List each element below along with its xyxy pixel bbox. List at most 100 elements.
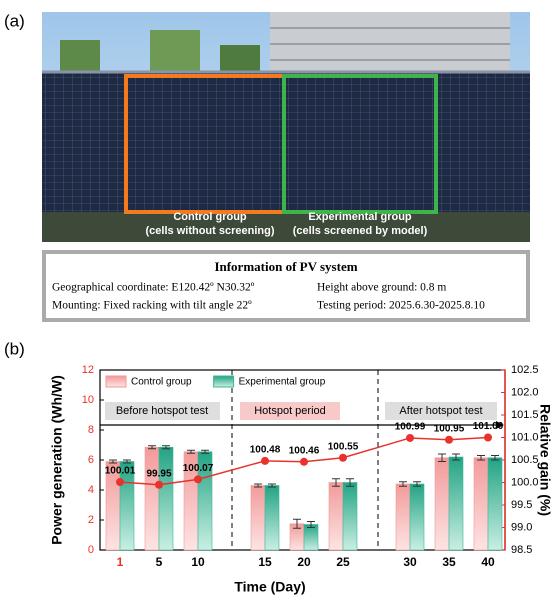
gain-point [406, 433, 414, 442]
data-label: 100.95 [434, 423, 465, 434]
bar [434, 457, 450, 551]
y-tick-label: 10 [82, 394, 94, 406]
y2-tick-label: 98.5 [511, 544, 532, 556]
gain-point [300, 457, 308, 466]
x-tick-label: 30 [403, 555, 417, 569]
gain-point [339, 453, 347, 462]
y-tick-label: 4 [88, 484, 94, 496]
error-bar [332, 478, 340, 487]
error-bar [438, 453, 446, 462]
data-label: 100.99 [395, 422, 426, 433]
legend-label: Experimental group [239, 377, 326, 388]
bar [473, 457, 489, 551]
x-tick-label: 15 [258, 555, 272, 569]
annotation: After hotspot test [399, 405, 482, 417]
y2-tick-label: 102.5 [511, 364, 539, 376]
info-line: Testing period: 2025.6.30-2025.8.10 [317, 300, 485, 312]
panel-label: (b) [4, 339, 25, 358]
data-label: 100.46 [289, 445, 320, 456]
x-axis-title: Time (Day) [234, 579, 305, 595]
error-bar [162, 445, 170, 450]
y-tick-label: 12 [82, 364, 94, 376]
arrow-head [496, 421, 504, 429]
x-tick-label: 5 [156, 555, 163, 569]
annotation-box [240, 402, 340, 420]
y2-axis-title: Relative gain (%) [537, 404, 553, 516]
info-title: Information of PV system [214, 259, 357, 274]
info-line: Mounting: Fixed racking with tilt angle … [52, 300, 252, 312]
data-label: 100.07 [183, 463, 214, 474]
x-tick-label: 1 [117, 555, 124, 569]
info-box [42, 250, 530, 322]
annotation-box [385, 402, 497, 420]
y2-tick-label: 102.0 [511, 386, 539, 398]
photo [42, 12, 530, 242]
data-label: 99.95 [146, 468, 171, 479]
error-bar [187, 449, 195, 454]
photo-label: (cells without screening) [146, 225, 275, 237]
error-bar [293, 518, 301, 529]
y2-tick-label: 101.0 [511, 431, 539, 443]
annotation: Before hotspot test [116, 405, 208, 417]
x-tick-label: 20 [297, 555, 311, 569]
gain-point [194, 475, 202, 484]
gain-point [484, 433, 492, 442]
photo-label: (cells screened by model) [293, 225, 428, 237]
gain-point [155, 480, 163, 489]
gain-point [445, 435, 453, 444]
panel-label: (a) [4, 11, 25, 30]
error-bar [452, 453, 460, 461]
info-line: Height above ground: 0.8 m [317, 282, 446, 294]
photo-label: Control group [173, 211, 247, 223]
y2-tick-label: 100.0 [511, 476, 539, 488]
error-bar [201, 449, 209, 454]
error-bar [123, 459, 131, 464]
bar [409, 483, 425, 551]
y-tick-label: 0 [88, 544, 94, 556]
x-tick-label: 35 [442, 555, 456, 569]
error-bar [477, 455, 485, 461]
bar [395, 483, 411, 551]
error-bar [346, 478, 354, 487]
y-tick-label: 2 [88, 514, 94, 526]
y-axis-title: Power generation (Wh/W) [49, 375, 65, 545]
y2-tick-label: 100.5 [511, 454, 539, 466]
annotation: Hotspot period [254, 405, 326, 417]
bar [448, 456, 464, 551]
bar [250, 485, 266, 551]
y-tick-label: 8 [88, 424, 94, 436]
y-tick-label: 6 [88, 454, 94, 466]
annotation-box [105, 402, 220, 420]
data-label: 101.00 [473, 421, 504, 432]
bar [303, 524, 319, 551]
legend-swatch [105, 375, 127, 388]
legend-swatch [213, 375, 235, 388]
error-bar [413, 481, 421, 487]
info-line: Geographical coordinate: E120.42º N30.32… [52, 282, 255, 294]
data-label: 100.55 [328, 441, 359, 452]
bar [144, 446, 160, 551]
bar [328, 482, 344, 551]
photo-label: Experimental group [308, 211, 412, 223]
error-bar [307, 521, 315, 528]
y2-tick-label: 99.0 [511, 521, 532, 533]
legend-label: Control group [131, 377, 192, 388]
data-label: 100.48 [250, 445, 281, 456]
bar [487, 457, 503, 551]
error-bar [254, 483, 262, 488]
bar [158, 446, 174, 551]
error-bar [268, 483, 276, 488]
y2-tick-label: 99.5 [511, 499, 532, 511]
error-bar [491, 455, 499, 461]
error-bar [399, 481, 407, 487]
bar [264, 485, 280, 551]
x-tick-label: 40 [481, 555, 495, 569]
data-label: 100.01 [105, 466, 136, 477]
y2-tick-label: 101.5 [511, 409, 539, 421]
x-tick-label: 10 [191, 555, 205, 569]
gain-point [261, 456, 269, 465]
error-bar [148, 445, 156, 450]
gain-point [116, 478, 124, 487]
bar [342, 482, 358, 551]
